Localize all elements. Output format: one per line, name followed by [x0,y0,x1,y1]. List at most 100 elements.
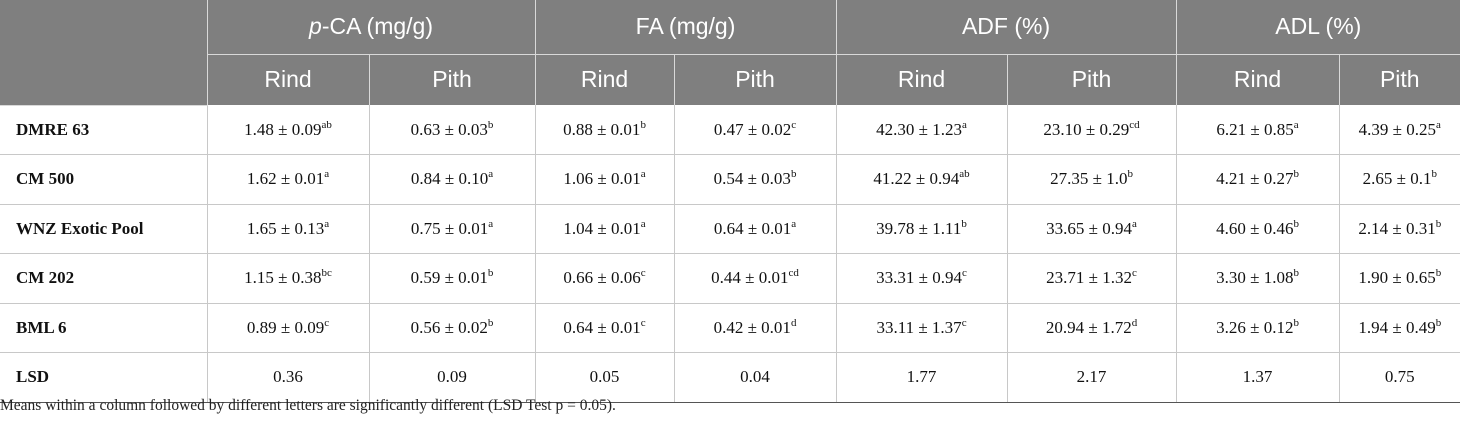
cell-value: 0.54 ± 0.03 [713,169,791,189]
significance-letter: a [1293,118,1299,131]
significance-letter: a [962,118,967,131]
cell-value: 0.84 ± 0.10 [410,169,489,189]
table-cell: 0.04 [673,352,837,403]
row-header: CM 202 [0,253,207,304]
subheader-cell: Pith [1006,54,1177,105]
table-cell: 2.65 ± 0.1b [1338,154,1460,205]
table-cell: 0.88 ± 0.01b [534,105,675,155]
table-cell: 20.94 ± 1.72d [1006,303,1177,353]
significance-letter: c [791,118,797,131]
cell-value: 4.21 ± 0.27 [1216,169,1294,189]
cell-value: 0.66 ± 0.06 [563,268,641,288]
table-cell: 1.04 ± 0.01a [534,204,675,254]
table-cell: 0.66 ± 0.06c [534,253,675,304]
header-group-label: FA (mg/g) [635,13,736,40]
significance-letter: b [1293,168,1299,181]
cell-value: 41.22 ± 0.94 [873,169,960,189]
table-cell: 6.21 ± 0.85a [1175,105,1340,155]
significance-letter: b [790,168,797,181]
header-group-fa: FA (mg/g) [534,0,837,55]
significance-letter: b [640,118,646,131]
significance-letter: a [324,217,330,230]
table-cell: 1.62 ± 0.01a [206,154,369,205]
table-cell: 0.05 [534,352,675,403]
table-cell: 0.42 ± 0.01d [673,303,837,353]
cell-value: 27.35 ± 1.0 [1050,169,1128,189]
cell-value: 0.64 ± 0.01 [563,317,641,337]
header-group-label: ADL (%) [1275,13,1362,40]
table-cell: 1.06 ± 0.01a [534,154,675,205]
row-header: WNZ Exotic Pool [0,204,207,254]
table-cell: 0.36 [206,352,369,403]
significance-letter: a [488,168,494,181]
significance-letter: b [1293,316,1299,329]
table-cell: 0.54 ± 0.03b [673,154,837,205]
table-cell: 3.26 ± 0.12b [1175,303,1340,353]
subheader-cell: Rind [1175,54,1340,105]
significance-letter: b [1431,168,1437,181]
significance-letter: a [791,217,797,230]
header-group-label: -CA (mg/g) [321,13,433,40]
table-cell: 33.65 ± 0.94a [1006,204,1177,254]
significance-letter: ab [321,118,332,131]
cell-value: 0.09 [437,367,467,387]
table-cell: 2.17 [1006,352,1177,403]
table-cell: 1.15 ± 0.38bc [206,253,369,304]
table-cell: 1.48 ± 0.09ab [206,105,369,155]
table-cell: 1.90 ± 0.65b [1338,253,1460,304]
significance-letter: bc [321,267,332,280]
row-header: LSD [0,352,207,403]
cell-value: 0.63 ± 0.03 [410,119,488,139]
table-cell: 33.31 ± 0.94c [835,253,1008,304]
subheader-cell: Rind [206,54,369,105]
table-row: CM 202 1.15 ± 0.38bc 0.59 ± 0.01b 0.66 ± 0.… [0,253,1460,304]
table-cell: 4.60 ± 0.46b [1175,204,1340,254]
cell-value: 2.17 [1076,367,1107,387]
table-body: DMRE 63 1.48 ± 0.09ab 0.63 ± 0.03b 0.88 ± 0… [0,105,1460,403]
table-cell: 0.59 ± 0.01b [368,253,536,304]
header-group-label: ADF (%) [961,13,1051,40]
table-row: CM 500 1.62 ± 0.01a 0.84 ± 0.10a 1.06 ± 0.0… [0,154,1460,205]
table-cell: 0.56 ± 0.02b [368,303,536,353]
table-row: DMRE 63 1.48 ± 0.09ab 0.63 ± 0.03b 0.88 ± 0… [0,105,1460,155]
significance-letter: a [324,168,330,181]
table-row: WNZ Exotic Pool 1.65 ± 0.13a 0.75 ± 0.01a 1… [0,204,1460,254]
table-cell: 0.64 ± 0.01a [673,204,837,254]
table-cell: 41.22 ± 0.94ab [835,154,1008,205]
cell-value: 33.65 ± 0.94 [1046,218,1133,238]
cell-value: 0.05 [589,367,620,387]
cell-value: 0.44 ± 0.01 [711,268,789,288]
cell-value: 39.78 ± 1.11 [876,218,962,238]
significance-letter: a [640,217,646,230]
cell-value: 20.94 ± 1.72 [1045,317,1132,337]
table-cell: 1.94 ± 0.49b [1338,303,1460,353]
significance-letter: b [1435,316,1442,329]
cell-value: 33.11 ± 1.37 [876,317,962,337]
table-cell: 4.39 ± 0.25a [1338,105,1460,155]
cell-value: 0.59 ± 0.01 [410,268,488,288]
table-cell: 4.21 ± 0.27b [1175,154,1340,205]
significance-letter: b [1127,168,1133,181]
cell-value: 6.21 ± 0.85 [1216,119,1294,139]
cell-value: 42.30 ± 1.23 [876,119,962,139]
cell-value: 33.31 ± 0.94 [876,268,962,288]
cell-value: 0.89 ± 0.09 [246,317,325,337]
significance-letter: cd [1129,118,1140,131]
row-header: CM 500 [0,154,207,205]
table-footnote: Means within a column followed by differ… [0,397,616,414]
table-cell: 33.11 ± 1.37c [835,303,1008,353]
significance-letter: b [487,316,494,329]
table-cell: 0.44 ± 0.01cd [673,253,837,304]
table-cell: 0.89 ± 0.09c [206,303,369,353]
table-cell: 0.75 ± 0.01a [368,204,536,254]
cell-value: 2.14 ± 0.31 [1358,218,1436,238]
significance-letter: c [640,267,646,280]
significance-letter: d [1131,316,1138,329]
table-cell: 2.14 ± 0.31b [1338,204,1460,254]
header-group-pca: p-CA (mg/g) [206,0,536,55]
cell-value: 1.94 ± 0.49 [1358,317,1436,337]
table-cell: 0.64 ± 0.01c [534,303,675,353]
significance-letter: c [961,316,967,329]
cell-value: 0.56 ± 0.02 [410,317,488,337]
table-header: p-CA (mg/g) FA (mg/g) ADF (%) ADL (%) Ri… [0,0,1460,106]
